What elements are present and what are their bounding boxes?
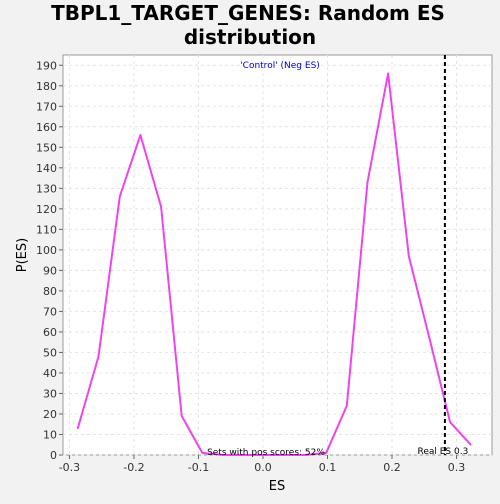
y-tick-label: 120 <box>36 203 57 216</box>
y-tick-label: 10 <box>43 428 57 441</box>
data-point <box>222 454 224 456</box>
x-tick-label: 0.3 <box>448 461 466 474</box>
chart-title-line-1: TBPL1_TARGET_GENES: Random ES <box>51 1 445 25</box>
data-point <box>77 427 79 430</box>
series-layer <box>76 72 472 456</box>
y-tick-label: 150 <box>36 141 57 154</box>
y-tick-label: 140 <box>36 162 57 175</box>
data-point <box>325 452 328 454</box>
x-tick-label: 0.0 <box>254 461 272 474</box>
y-tick-label: 0 <box>50 449 57 462</box>
y-tick-label: 90 <box>43 264 57 277</box>
reference-line-layer: Real ES 0.3 <box>417 55 468 457</box>
x-axis-ticks: -0.3 -0.2 -0.1 0.0 0.1 0.2 0.3 <box>59 455 466 474</box>
data-point <box>387 72 389 75</box>
y-axis-ticks: 0 10 20 30 40 50 60 70 80 90 100 110 120 130 140 150 160… <box>36 59 63 462</box>
x-tick-label: -0.2 <box>123 461 144 474</box>
y-tick-label: 100 <box>36 244 57 257</box>
grid-lines <box>63 55 492 456</box>
y-tick-label: 180 <box>36 80 57 93</box>
y-tick-label: 170 <box>36 100 57 113</box>
x-tick-label: 0.2 <box>383 461 401 474</box>
y-tick-label: 190 <box>36 59 57 72</box>
data-point <box>201 452 204 454</box>
data-point <box>180 415 183 417</box>
real-es-label: Real ES 0.3 <box>417 447 468 457</box>
data-point <box>160 205 162 208</box>
y-tick-label: 80 <box>43 285 57 298</box>
data-point <box>407 255 410 257</box>
y-tick-label: 40 <box>43 367 57 380</box>
plot-area <box>62 54 493 456</box>
data-point <box>263 454 266 456</box>
data-point <box>469 443 472 446</box>
y-tick-label: 30 <box>43 387 57 400</box>
data-point <box>97 355 100 358</box>
y-tick-label: 160 <box>36 121 57 134</box>
y-tick-label: 20 <box>43 408 57 421</box>
data-point <box>304 454 307 456</box>
y-tick-label: 110 <box>36 223 57 236</box>
y-tick-label: 50 <box>43 346 57 359</box>
data-point <box>284 454 286 456</box>
data-point <box>242 454 245 456</box>
data-point <box>366 181 369 183</box>
data-point <box>449 421 451 423</box>
y-axis-label: P(ES) <box>15 238 30 272</box>
x-axis-label: ES <box>269 479 285 494</box>
data-point <box>139 134 142 136</box>
x-tick-label: 0.1 <box>319 461 337 474</box>
x-tick-label: -0.3 <box>59 461 80 474</box>
pos-scores-annotation: Sets with pos scores: 52% <box>207 448 325 458</box>
y-tick-label: 130 <box>36 182 57 195</box>
legend-label: 'Control' (Neg ES) <box>240 61 320 71</box>
series-line <box>76 72 472 456</box>
data-point <box>118 195 121 198</box>
chart-title-line-2: distribution <box>184 25 316 49</box>
y-tick-label: 60 <box>43 326 57 339</box>
data-point <box>346 404 348 407</box>
x-tick-label: -0.1 <box>188 461 209 474</box>
y-tick-label: 70 <box>43 305 57 318</box>
data-point <box>428 337 431 339</box>
